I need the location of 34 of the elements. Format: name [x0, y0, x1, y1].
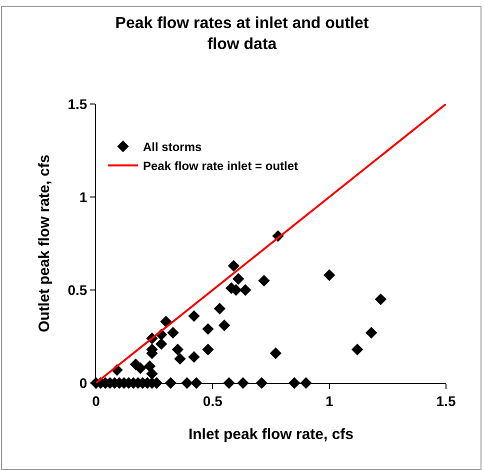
point	[270, 347, 282, 360]
chart-title: Peak flow rates at inlet and outlet	[115, 15, 370, 32]
point	[239, 284, 252, 296]
x-axis-title: Inlet peak flow rate, cfs	[188, 426, 354, 443]
point	[365, 326, 378, 339]
y-axis-title: Outlet peak flow rate, cfs	[36, 154, 53, 332]
point	[188, 351, 200, 363]
y-tick-label: 1	[79, 188, 88, 205]
point	[188, 310, 200, 322]
point	[232, 272, 244, 285]
point	[218, 319, 230, 332]
legend-label: Peak flow rate inlet = outlet	[143, 159, 298, 174]
point	[258, 274, 270, 287]
point	[214, 302, 226, 314]
point	[374, 293, 387, 306]
y-tick-label: 0	[79, 374, 88, 391]
point	[174, 352, 186, 365]
y-tick-label: 0.5	[68, 282, 88, 298]
legend-label: All storms	[143, 140, 202, 154]
point	[167, 326, 179, 339]
point	[155, 338, 168, 350]
y-tick-label: 1.5	[68, 96, 88, 112]
x-tick-label: 1.5	[436, 392, 456, 409]
point	[228, 260, 240, 272]
x-tick-label: 1	[325, 392, 334, 409]
chart-subtitle: flow data	[207, 36, 277, 53]
point	[172, 344, 184, 356]
point	[202, 323, 214, 335]
point	[351, 344, 364, 356]
point	[146, 368, 158, 380]
x-tick-label: 0.5	[202, 392, 223, 409]
x-tick-label: 0	[92, 392, 100, 409]
point	[202, 344, 214, 356]
point	[323, 269, 336, 281]
